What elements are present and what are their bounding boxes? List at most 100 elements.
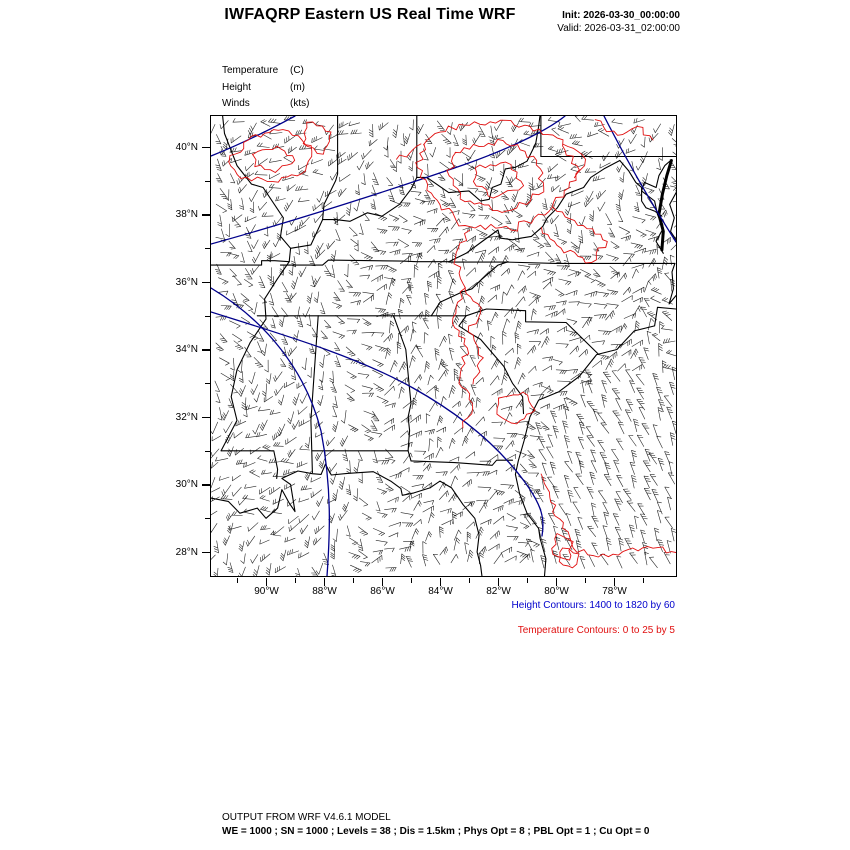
x-axis-label: 78°W xyxy=(602,586,627,597)
temperature-contour xyxy=(302,121,332,155)
temperature-contour xyxy=(472,161,525,199)
x-axis-minor-tick xyxy=(411,578,412,583)
y-axis-label: 36°N xyxy=(175,276,198,288)
x-axis-tick xyxy=(323,578,326,586)
wind-barbs xyxy=(213,549,671,576)
state-boundary xyxy=(211,463,483,576)
height-contour xyxy=(211,287,330,576)
temperature-contour xyxy=(562,143,586,179)
y-axis-minor-tick xyxy=(205,518,210,520)
wind-barbs xyxy=(213,524,676,554)
x-axis-label: 82°W xyxy=(486,586,511,597)
temperature-contour xyxy=(540,473,676,558)
wind-barbs xyxy=(215,328,676,358)
x-axis-minor-tick xyxy=(585,578,586,583)
x-axis-minor-tick xyxy=(527,578,528,583)
temperature-contour xyxy=(415,119,580,232)
state-boundary xyxy=(448,261,676,264)
temperature-contour xyxy=(228,129,313,183)
temperature-contour xyxy=(446,138,545,213)
wind-barbs xyxy=(215,252,675,281)
variable-unit: (m) xyxy=(290,81,305,93)
y-axis-label: 30°N xyxy=(175,479,198,490)
variable-legend: Temperature (C) Height (m) Winds (kts) xyxy=(222,63,309,113)
state-boundary xyxy=(520,159,621,239)
x-axis-tick xyxy=(381,578,384,586)
y-axis-tick xyxy=(202,551,210,554)
x-axis-minor-tick xyxy=(295,578,296,583)
x-axis-label: 90°W xyxy=(254,586,279,597)
chesapeake-bay xyxy=(657,159,673,252)
model-output-line: OUTPUT FROM WRF V4.6.1 MODEL xyxy=(222,812,391,823)
temperature-contour xyxy=(558,547,580,569)
x-axis-tick xyxy=(439,578,442,586)
temperature-contour xyxy=(452,229,474,429)
height-contour xyxy=(211,116,296,157)
wind-barbs xyxy=(215,380,676,411)
state-boundary xyxy=(619,159,663,217)
x-axis-label: 88°W xyxy=(312,586,337,597)
x-axis-label: 86°W xyxy=(370,586,395,597)
height-contour xyxy=(211,116,566,245)
y-axis-minor-tick xyxy=(205,315,210,317)
y-axis-minor-tick xyxy=(205,383,210,385)
y-axis-tick xyxy=(202,416,210,419)
wind-barbs xyxy=(211,446,671,474)
model-config-line: WE = 1000 ; SN = 1000 ; Levels = 38 ; Di… xyxy=(222,826,650,837)
state-boundary xyxy=(220,261,290,452)
temperature-contour xyxy=(396,143,422,160)
temperature-contour xyxy=(251,145,296,173)
wind-barbs xyxy=(211,418,676,449)
state-boundary xyxy=(448,229,522,263)
state-boundary xyxy=(410,459,514,466)
x-axis-tick xyxy=(497,578,500,586)
wind-barbs xyxy=(219,315,673,345)
variable-name: Winds xyxy=(222,98,250,109)
x-axis-minor-tick xyxy=(643,578,644,583)
variable-name: Height xyxy=(222,81,251,93)
y-axis-tick xyxy=(202,214,210,216)
y-axis-label: 40°N xyxy=(175,141,198,153)
wind-barbs xyxy=(211,510,673,542)
wind-barbs xyxy=(219,341,676,373)
wind-barbs xyxy=(211,116,675,139)
x-axis-minor-tick xyxy=(237,578,238,583)
temperature-contours-label: Temperature Contours: 0 to 25 by 5 xyxy=(517,625,675,636)
height-contour xyxy=(211,311,544,537)
wind-barbs xyxy=(211,432,676,464)
x-axis-label: 84°W xyxy=(428,586,453,597)
temperature-contour xyxy=(496,391,536,425)
variable-unit: (C) xyxy=(290,65,304,76)
temperature-contour xyxy=(541,206,608,264)
state-boundary xyxy=(220,450,279,479)
y-axis-tick xyxy=(202,146,210,149)
wind-barbs xyxy=(211,536,672,566)
state-boundary xyxy=(211,260,290,266)
y-axis-minor-tick xyxy=(205,450,210,452)
legend-row: Height (m) xyxy=(222,80,309,97)
y-axis-label: 38°N xyxy=(175,209,198,220)
init-time: Init: 2026-03-30_00:00:00 xyxy=(562,10,680,21)
wind-barbs xyxy=(218,263,672,293)
wind-barbs xyxy=(215,196,676,216)
wind-barbs xyxy=(219,183,676,203)
map-plot xyxy=(211,116,676,576)
state-boundary xyxy=(290,116,541,249)
variable-unit: (kts) xyxy=(290,98,310,109)
temperature-contour xyxy=(464,287,484,385)
plot-title: IWFAQRP Eastern US Real Time WRF xyxy=(224,6,516,23)
state-boundary xyxy=(279,259,450,266)
y-axis-tick xyxy=(202,281,210,284)
x-axis-minor-tick xyxy=(353,578,354,583)
y-axis-tick xyxy=(202,484,210,486)
state-boundary xyxy=(668,262,676,305)
wind-barbs xyxy=(217,275,676,306)
state-boundary xyxy=(465,308,599,355)
wind-barbs xyxy=(219,139,676,164)
init-valid-times: Init: 2026-03-30_00:00:00 Valid: 2026-03… xyxy=(557,9,680,35)
state-boundary xyxy=(669,192,676,241)
y-axis-minor-tick xyxy=(205,180,210,182)
wind-barbs xyxy=(214,366,676,397)
x-axis-tick xyxy=(613,578,616,586)
